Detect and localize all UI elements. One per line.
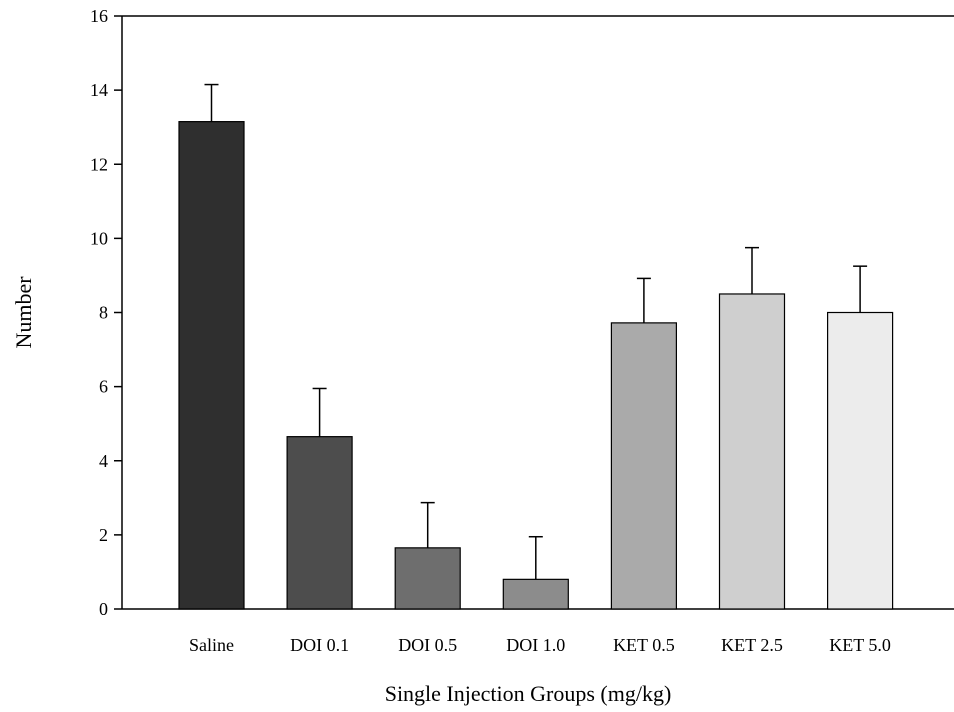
x-tick-label: DOI 0.5	[398, 635, 457, 655]
bar	[826, 311, 894, 610]
y-tick-label: 6	[99, 377, 108, 397]
y-tick-label: 0	[99, 599, 108, 619]
y-tick-label: 16	[90, 6, 108, 26]
y-tick-label: 10	[90, 228, 108, 248]
y-ticks: 0 2 4 6 8 10 12 14 16	[90, 6, 122, 619]
bar	[718, 293, 786, 610]
x-axis-title: Single Injection Groups (mg/kg)	[385, 681, 672, 706]
y-tick-label: 8	[99, 303, 108, 323]
y-tick-label: 4	[99, 451, 108, 471]
y-tick-label: 14	[90, 80, 108, 100]
bar	[394, 547, 461, 610]
bar	[178, 121, 245, 610]
x-tick-labels: Saline DOI 0.1 DOI 0.5 DOI 1.0 KET 0.5 KET 2.…	[189, 635, 891, 655]
x-tick-label: KET 5.0	[829, 635, 891, 655]
x-tick-label: DOI 1.0	[506, 635, 565, 655]
bar	[286, 436, 353, 610]
x-tick-label: Saline	[189, 635, 234, 655]
error-bars	[204, 83, 868, 580]
y-axis-title: Number	[11, 276, 36, 349]
bars	[178, 121, 894, 610]
bar	[502, 578, 569, 610]
x-tick-label: KET 2.5	[721, 635, 783, 655]
x-tick-label: DOI 0.1	[290, 635, 349, 655]
y-tick-label: 12	[90, 154, 108, 174]
bar	[610, 322, 678, 610]
y-tick-label: 2	[99, 525, 108, 545]
x-tick-label: KET 0.5	[613, 635, 675, 655]
